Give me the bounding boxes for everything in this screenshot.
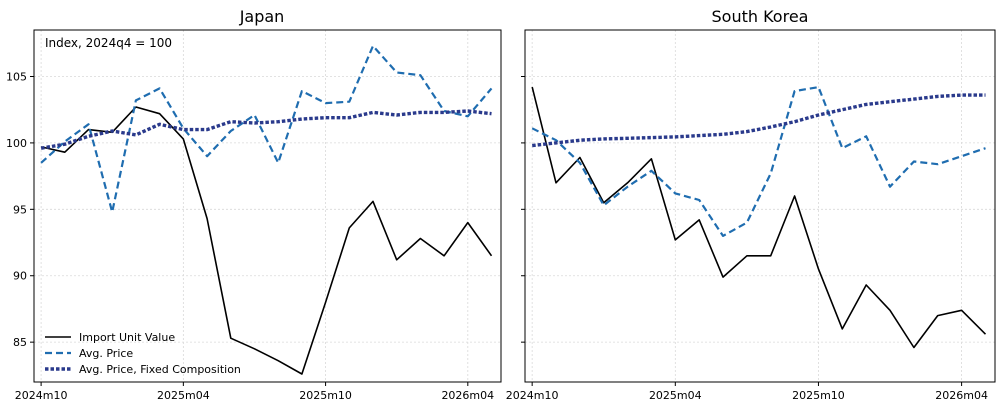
x-tick-label: 2024m10 [506, 389, 559, 402]
series-line-avg-price-japan [40, 44, 493, 214]
x-tick-label: 2025m10 [792, 389, 845, 402]
series-line-avg-price-fixed-composition-south-korea [532, 93, 986, 148]
y-tick-label: 85 [13, 336, 27, 349]
y-tick-label: 90 [13, 270, 27, 283]
series-line-avg-price-fixed-composition-japan [40, 109, 492, 150]
series-line-import-unit-value-japan [40, 106, 493, 375]
panel-japan: Japan 85 90 95 100 105 2024m10 2025m04 2025m10 2… [6, 7, 502, 402]
x-tick-label: 2026m04 [441, 389, 494, 402]
x-tick-label: 2025m10 [299, 389, 352, 402]
panel-title-japan: Japan [239, 7, 285, 26]
legend-label-import-unit-value: Import Unit Value [79, 331, 175, 344]
index-annotation: Index, 2024q4 = 100 [45, 36, 172, 50]
grid-japan [34, 30, 501, 382]
x-tick-label: 2026m04 [935, 389, 988, 402]
legend: Import Unit Value Avg. Price Avg. Price, F… [45, 331, 241, 376]
y-tick-label: 95 [13, 203, 27, 216]
legend-label-avg-price-fixed-composition: Avg. Price, Fixed Composition [79, 363, 241, 376]
series-layer-japan [40, 44, 493, 375]
grid-south-korea [525, 30, 995, 382]
x-tick-label: 2025m04 [157, 389, 210, 402]
plot-frame-south-korea [524, 29, 996, 383]
axes-south-korea: 2024m10 2025m04 2025m10 2026m04 [506, 75, 988, 402]
series-layer-south-korea [531, 85, 987, 349]
series-line-avg-price-south-korea [531, 85, 986, 237]
axes-japan: 85 90 95 100 105 2024m10 2025m04 2025m10 2026m04 [6, 70, 494, 402]
series-line-import-unit-value-south-korea [531, 86, 987, 349]
y-tick-label: 100 [6, 137, 27, 150]
legend-label-avg-price: Avg. Price [79, 347, 133, 360]
plot-frame-japan [33, 29, 502, 383]
panel-south-korea: South Korea 2024m10 2025m04 2025m10 2026m04 [506, 7, 996, 402]
y-tick-label: 105 [6, 70, 27, 83]
x-tick-label: 2024m10 [15, 389, 68, 402]
panel-title-south-korea: South Korea [712, 7, 809, 26]
x-tick-label: 2025m04 [649, 389, 702, 402]
